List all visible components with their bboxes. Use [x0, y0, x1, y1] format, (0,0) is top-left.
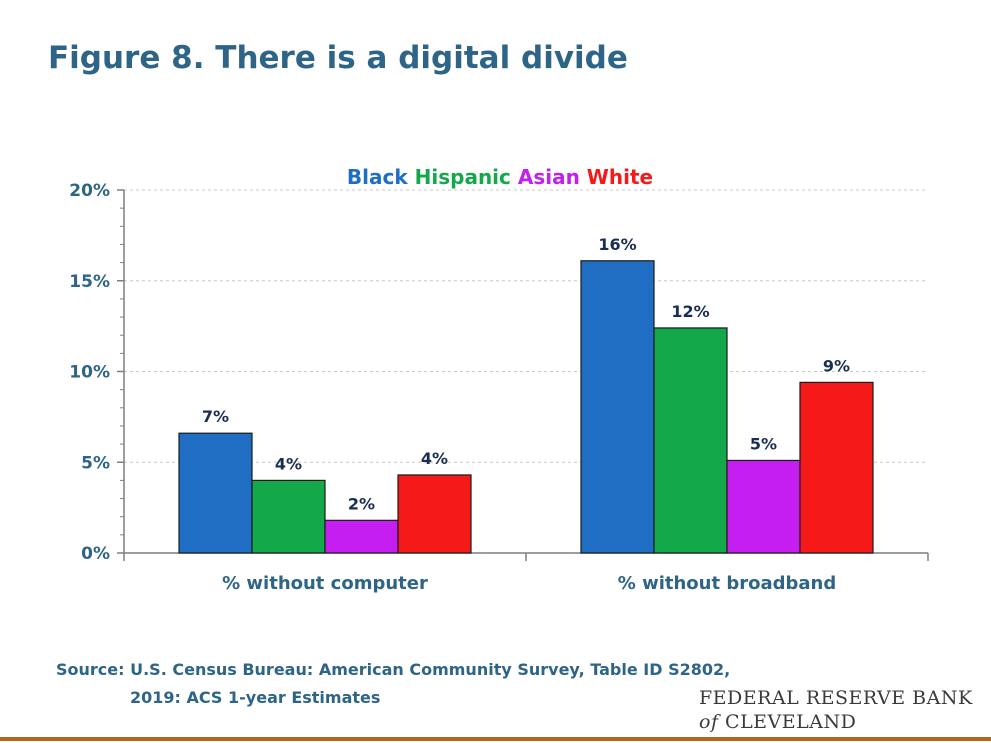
data-label: 4% [421, 449, 448, 468]
y-tick-label: 5% [81, 453, 110, 473]
logo-line-2: CLEVELAND [725, 711, 857, 733]
bar-asian [726, 459, 801, 554]
source-note: Source: U.S. Census Bureau: American Com… [56, 656, 730, 712]
bar-chart: 0% 5% 10% 15% 20% 7% 4% 2% 4% % without computer 1… [69, 165, 929, 594]
bar-white [397, 474, 472, 554]
data-label: 5% [750, 434, 777, 453]
source-line-2: 2019: ACS 1-year Estimates [130, 688, 381, 707]
x-category-label: % without computer [222, 573, 428, 594]
bar-asian [324, 519, 399, 554]
data-label: 4% [275, 454, 302, 473]
bar-white [799, 381, 874, 554]
bar-hispanic [251, 479, 326, 554]
legend: Black Hispanic Asian White [347, 165, 653, 189]
legend-item-hispanic: Hispanic [408, 165, 511, 189]
bar-black [178, 432, 253, 554]
logo-of: of [699, 711, 719, 733]
data-label: 12% [671, 302, 709, 321]
source-line-1: Source: U.S. Census Bureau: American Com… [56, 660, 731, 679]
data-label: 9% [823, 356, 850, 375]
y-tick-label: 10% [69, 363, 110, 383]
data-label: 7% [202, 407, 229, 426]
y-tick-label: 20% [69, 181, 110, 201]
bar-hispanic [653, 327, 728, 554]
legend-item-black: Black [347, 165, 408, 189]
x-category-label: % without broadband [618, 573, 836, 594]
legend-item-asian: Asian [511, 165, 580, 189]
bar-black [580, 260, 655, 554]
federal-reserve-logo: FEDERAL RESERVE BANK of CLEVELAND [699, 686, 973, 734]
logo-line-1: FEDERAL RESERVE BANK [699, 687, 973, 709]
data-label: 16% [598, 235, 636, 254]
page-title: Figure 8. There is a digital divide [48, 40, 628, 76]
legend-item-white: White [580, 165, 653, 189]
y-tick-label: 0% [81, 544, 110, 564]
bottom-divider [0, 737, 991, 741]
data-label: 2% [348, 494, 375, 513]
y-tick-label: 15% [69, 272, 110, 292]
